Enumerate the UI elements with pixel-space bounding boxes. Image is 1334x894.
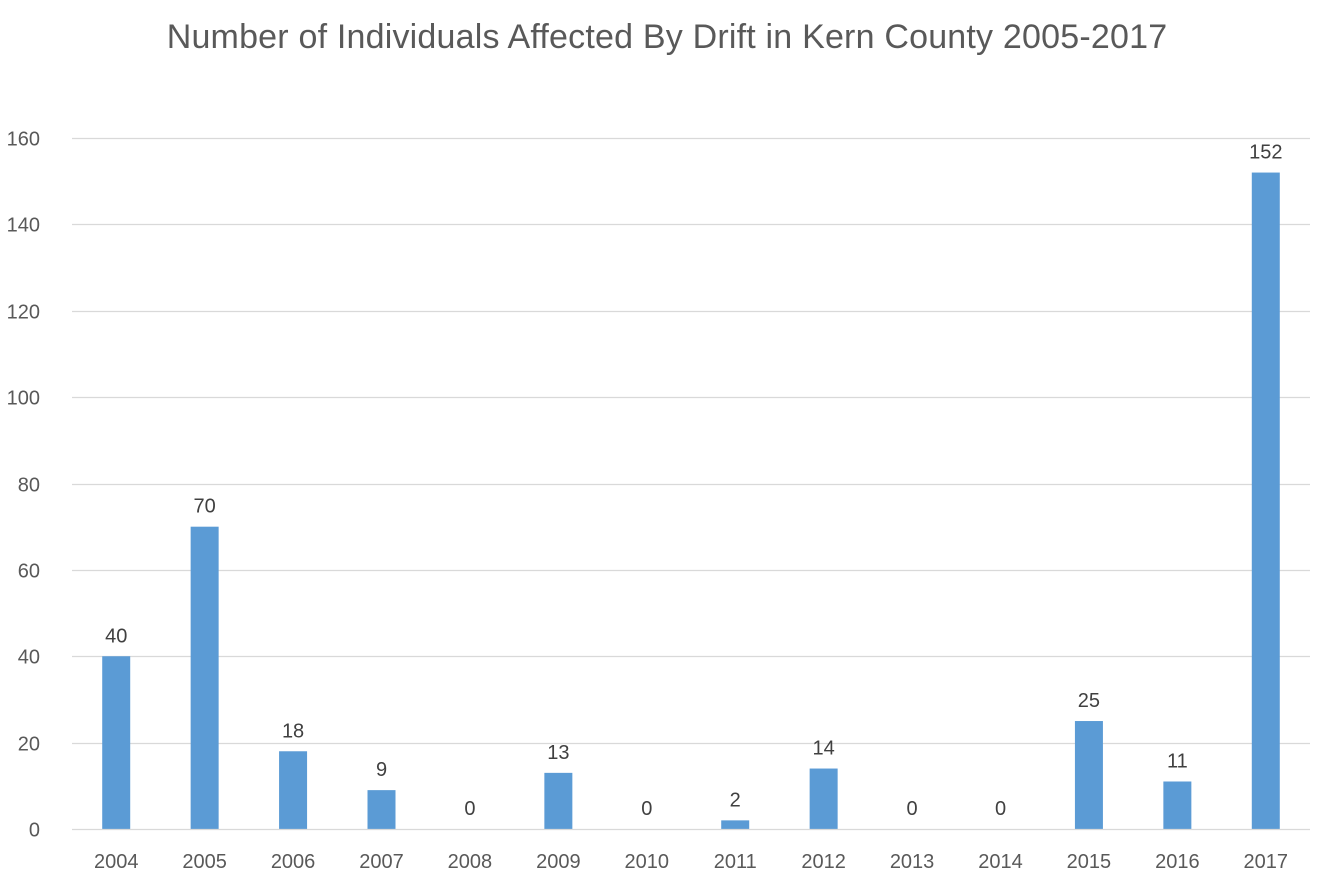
data-label: 0 — [641, 798, 652, 820]
x-tick-label: 2004 — [94, 851, 139, 873]
data-label: 13 — [547, 742, 569, 764]
y-tick-label: 80 — [18, 475, 40, 497]
bar — [1163, 781, 1192, 829]
data-label: 0 — [907, 798, 918, 820]
data-label: 70 — [194, 496, 216, 518]
bar — [1251, 172, 1280, 830]
bar — [367, 790, 396, 829]
bar — [279, 751, 308, 829]
y-tick-label: 120 — [7, 302, 40, 324]
x-tick-label: 2011 — [714, 851, 757, 873]
data-label: 11 — [1167, 750, 1188, 772]
x-tick-label: 2009 — [536, 851, 581, 873]
bar — [721, 820, 750, 829]
y-tick-label: 100 — [7, 388, 40, 410]
x-tick-label: 2013 — [890, 851, 935, 873]
bar — [1074, 721, 1103, 829]
x-tick-label: 2007 — [359, 851, 404, 873]
x-tick-label: 2016 — [1155, 851, 1200, 873]
data-label: 0 — [995, 798, 1006, 820]
bar — [544, 772, 573, 829]
x-tick-label: 2010 — [625, 851, 670, 873]
bar — [190, 526, 219, 829]
x-tick-label: 2005 — [182, 851, 227, 873]
x-tick-label: 2012 — [801, 851, 846, 873]
x-tick-label: 2015 — [1067, 851, 1112, 873]
y-tick-label: 160 — [7, 129, 40, 151]
y-tick-label: 20 — [18, 734, 40, 756]
x-tick-label: 2008 — [448, 851, 493, 873]
data-label: 2 — [730, 789, 741, 811]
data-label: 14 — [813, 738, 835, 760]
y-tick-label: 60 — [18, 561, 40, 583]
data-label: 9 — [376, 759, 387, 781]
y-tick-label: 0 — [29, 820, 40, 842]
data-label: 152 — [1249, 142, 1282, 164]
chart-title: Number of Individuals Affected By Drift … — [166, 18, 1168, 56]
bar — [102, 656, 131, 829]
x-tick-label: 2017 — [1244, 851, 1289, 873]
data-label: 25 — [1078, 690, 1100, 712]
bar — [809, 768, 838, 829]
data-label: 0 — [464, 798, 475, 820]
y-tick-label: 140 — [7, 215, 40, 237]
x-tick-label: 2006 — [271, 851, 316, 873]
y-tick-label: 40 — [18, 647, 40, 669]
x-tick-label: 2014 — [978, 851, 1023, 873]
data-label: 40 — [105, 625, 127, 647]
data-label: 18 — [282, 720, 304, 742]
